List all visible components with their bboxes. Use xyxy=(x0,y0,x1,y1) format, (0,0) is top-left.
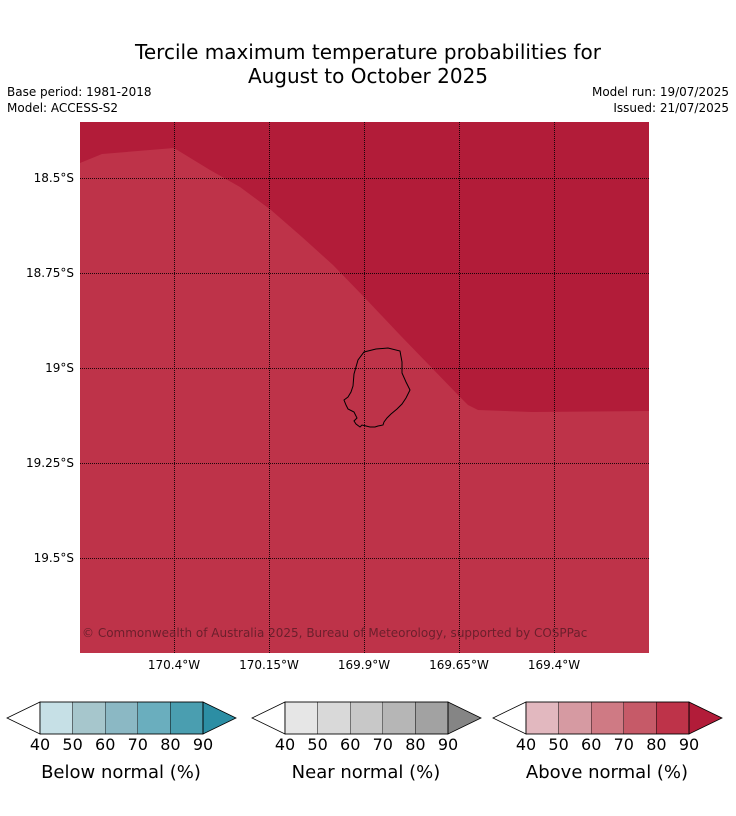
colorbar-lower-arrow xyxy=(492,701,527,735)
issued-date: Issued: 21/07/2025 xyxy=(613,101,729,115)
lon-label-170-15: 170.15°W xyxy=(239,658,299,672)
legend-tick: 70 xyxy=(372,735,393,754)
legend-tick: 90 xyxy=(678,735,700,754)
colorbar-segment xyxy=(656,701,690,735)
colorbar-segment xyxy=(317,701,351,735)
island-coastline xyxy=(343,347,411,428)
model-run: Model run: 19/07/2025 xyxy=(591,85,729,99)
colorbar-lower-arrow xyxy=(251,701,286,735)
colorbar-segment xyxy=(284,701,318,735)
legend-tick: 40 xyxy=(29,735,51,754)
colorbar-segment xyxy=(415,701,449,735)
chart-title-line-1: Tercile maximum temperature probabilitie… xyxy=(135,40,601,64)
lat-label-19-5: 19.5°S xyxy=(33,551,74,565)
legend-tick: 90 xyxy=(192,735,214,754)
legend-tick: 50 xyxy=(548,735,569,754)
colorbar-outline xyxy=(525,701,690,735)
colorbar-segment xyxy=(623,701,657,735)
legend-tick: 70 xyxy=(127,735,148,754)
legend-label-below-normal: Below normal (%) xyxy=(41,762,201,783)
colorbar-outline xyxy=(284,701,449,735)
legend-near-normal: 40 50 60 70 80 90 Near normal (%) xyxy=(251,700,482,790)
lon-label-170-4: 170.4°W xyxy=(147,658,201,672)
legend-below-normal: 40 50 60 70 80 90 Below normal (%) xyxy=(6,700,237,790)
chart-title-line-2: August to October 2025 xyxy=(247,64,489,88)
lon-gridlines xyxy=(174,122,555,653)
colorbar-segment xyxy=(590,701,624,735)
legend-label-near-normal: Near normal (%) xyxy=(291,762,441,783)
lon-label-169-65: 169.65°W xyxy=(429,658,489,672)
colorbar-upper-arrow xyxy=(202,701,237,735)
lon-label-169-4: 169.4°W xyxy=(527,658,581,672)
map-canvas xyxy=(80,122,649,653)
colorbar-lower-arrow xyxy=(6,701,41,735)
legend-label-above-normal: Above normal (%) xyxy=(525,762,689,783)
colorbar-segment xyxy=(170,701,204,735)
colorbar-near-normal xyxy=(251,701,482,735)
legend-tick: 80 xyxy=(646,735,667,754)
legend-tick: 50 xyxy=(62,735,83,754)
legend-tick: 60 xyxy=(95,735,116,754)
legend-above-normal: 40 50 60 70 80 90 Above normal (%) xyxy=(492,700,723,790)
lat-label-18-5: 18.5°S xyxy=(33,171,74,185)
legend-tick: 80 xyxy=(160,735,181,754)
colorbar-above-normal xyxy=(492,701,723,735)
probability-map[interactable] xyxy=(80,122,649,653)
lat-label-19-25: 19.25°S xyxy=(26,456,74,470)
legend-tick: 50 xyxy=(307,735,328,754)
base-period: Base period: 1981-2018 xyxy=(7,85,152,99)
legend-tick: 40 xyxy=(515,735,537,754)
lat-label-19: 19°S xyxy=(45,361,74,375)
colorbar-below-normal xyxy=(6,701,237,735)
legend-tick: 90 xyxy=(437,735,459,754)
legend-tick: 60 xyxy=(340,735,361,754)
colorbar-segment xyxy=(137,701,171,735)
copyright-notice: © Commonwealth of Australia 2025, Bureau… xyxy=(82,626,588,640)
lat-label-18-75: 18.75°S xyxy=(26,266,74,280)
legend-tick: 70 xyxy=(613,735,634,754)
colorbar-segment xyxy=(104,701,138,735)
legend-tick: 40 xyxy=(274,735,296,754)
colorbar-segment xyxy=(349,701,383,735)
legend-tick: 80 xyxy=(405,735,426,754)
colorbar-segment xyxy=(39,701,73,735)
colorbar-segment xyxy=(558,701,592,735)
lat-gridlines xyxy=(80,178,649,559)
colorbar-segment xyxy=(525,701,559,735)
legend-tick: 60 xyxy=(581,735,602,754)
colorbar-upper-arrow xyxy=(688,701,723,735)
colorbar-segment xyxy=(72,701,106,735)
colorbar-segment xyxy=(382,701,416,735)
colorbar-upper-arrow xyxy=(447,701,482,735)
lon-label-169-9: 169.9°W xyxy=(337,658,391,672)
colorbar-outline xyxy=(39,701,204,735)
model-name: Model: ACCESS-S2 xyxy=(7,101,119,115)
